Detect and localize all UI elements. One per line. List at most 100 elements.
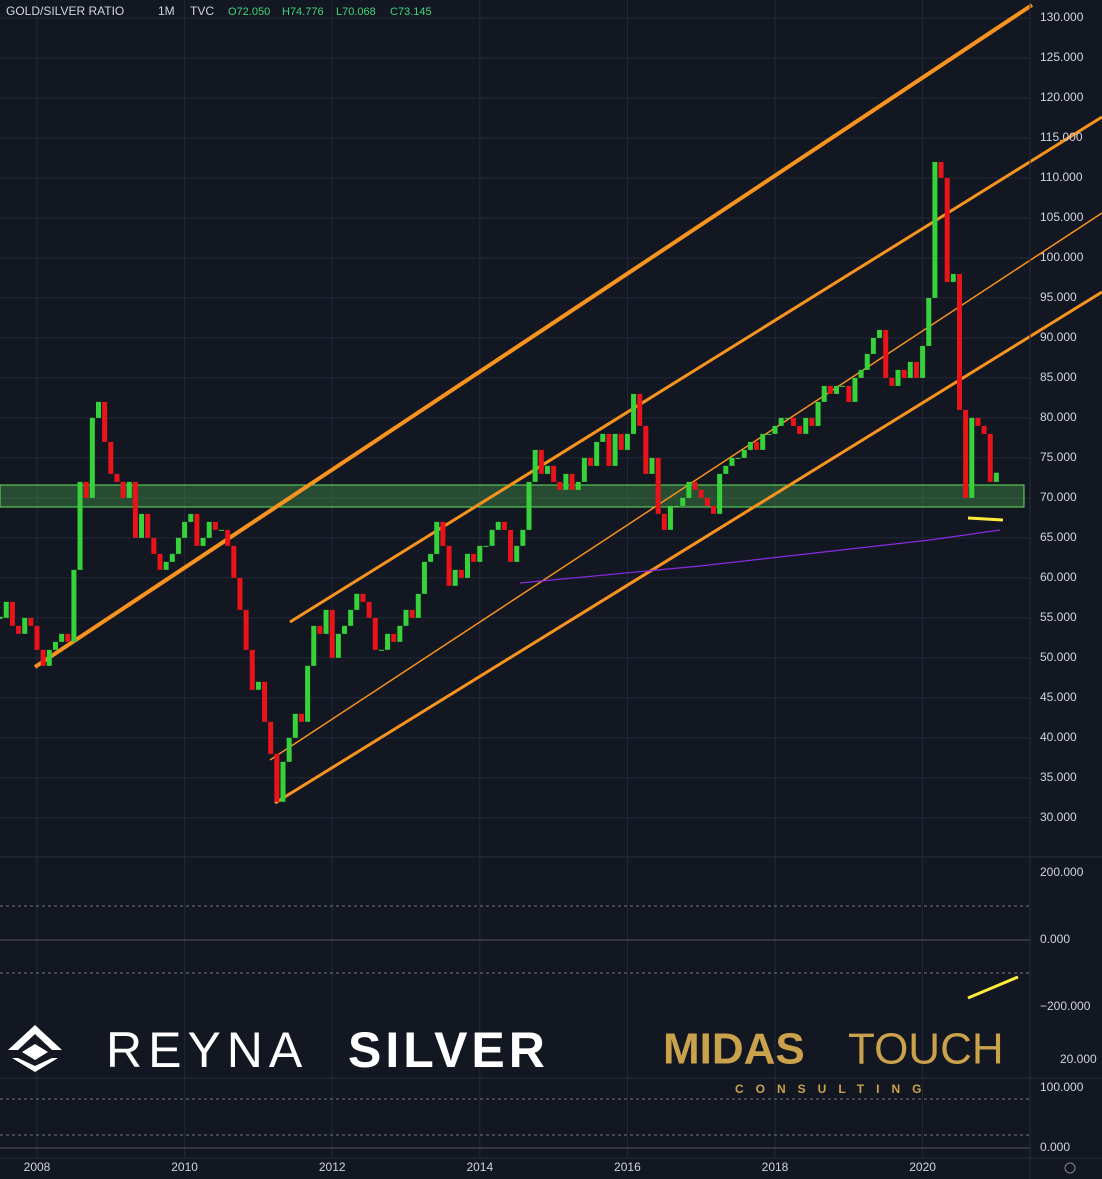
y-tick-label: 105.000 [1040, 210, 1084, 224]
candle [243, 609, 249, 650]
candle [151, 537, 157, 554]
candle [428, 553, 434, 562]
channel-line [289, 115, 1102, 624]
candle [698, 489, 704, 498]
midas-logo: MIDAS TOUCH CONSULTING [663, 1025, 1004, 1097]
y-tick-label: 120.000 [1040, 90, 1084, 104]
candle [372, 617, 378, 650]
y-tick-label: 0.000 [1040, 932, 1070, 946]
logo-icon [8, 1025, 62, 1072]
candle [532, 449, 538, 482]
candle [175, 537, 181, 554]
ohlc-low: L70.068 [336, 6, 376, 18]
candle [821, 385, 827, 402]
candle [581, 457, 587, 482]
candle [944, 177, 950, 282]
candle [950, 273, 956, 282]
candle [403, 609, 409, 626]
logo-text: REYNA [106, 1022, 308, 1078]
candle [766, 433, 772, 435]
scale-label: 20.000 [1060, 1052, 1097, 1066]
y-tick-label: 75.000 [1040, 450, 1077, 464]
y-tick-label: 100.000 [1040, 1080, 1084, 1094]
candle [120, 481, 126, 498]
y-tick-label: 110.000 [1040, 170, 1083, 184]
candle [200, 537, 206, 546]
candle [526, 481, 532, 530]
candle [723, 465, 729, 474]
candle [83, 481, 89, 498]
candle [249, 649, 255, 690]
y-tick-label: 50.000 [1040, 650, 1077, 664]
candle [65, 633, 71, 642]
channel-line [274, 290, 1102, 805]
y-tick-label: 130.000 [1040, 10, 1084, 24]
x-tick-label: 2018 [762, 1160, 789, 1174]
candle [913, 361, 919, 378]
y-tick-label: 0.000 [1040, 1140, 1070, 1154]
logo-text: TOUCH [848, 1025, 1004, 1074]
y-tick-label: 30.000 [1040, 810, 1077, 824]
candle [790, 417, 796, 426]
x-tick-label: 2010 [171, 1160, 198, 1174]
candle [329, 609, 335, 658]
candle [391, 633, 397, 642]
candle [335, 633, 341, 658]
support-zone [0, 484, 1025, 508]
candle [219, 529, 224, 531]
candle [926, 297, 932, 346]
y-tick-label: −200.000 [1040, 999, 1091, 1013]
candle [501, 521, 507, 530]
channel-line [33, 3, 1034, 669]
candle [551, 465, 557, 482]
candle [704, 497, 710, 506]
candle [920, 345, 926, 378]
candle [600, 433, 606, 442]
candle [772, 425, 778, 434]
candle [815, 401, 821, 426]
candle [126, 481, 132, 498]
candle [963, 409, 969, 498]
candle [803, 417, 809, 434]
candle [212, 521, 218, 530]
logo-text: MIDAS [663, 1025, 805, 1074]
candle [907, 361, 913, 378]
candle [262, 681, 268, 722]
candle [3, 601, 9, 618]
x-tick-label: 2016 [614, 1160, 641, 1174]
candle [157, 553, 163, 570]
candle [538, 449, 544, 474]
candle [778, 417, 784, 426]
candle [680, 497, 686, 506]
candle [458, 569, 464, 578]
ohlc-open: O72.050 [228, 6, 270, 18]
candle [877, 329, 883, 338]
y-tick-label: 80.000 [1040, 410, 1077, 424]
candle [686, 481, 692, 498]
candle [895, 369, 901, 386]
candle [809, 417, 815, 426]
candle [637, 393, 643, 426]
candle [421, 561, 427, 594]
candle [225, 529, 231, 546]
candle [870, 337, 876, 354]
candle [188, 513, 194, 522]
candle [34, 625, 40, 650]
candle [471, 553, 477, 562]
candle [797, 425, 803, 434]
candle [477, 545, 483, 562]
candle [298, 713, 304, 722]
candle [446, 545, 452, 586]
candle [569, 473, 575, 490]
y-tick-label: 65.000 [1040, 530, 1077, 544]
candle [747, 441, 753, 450]
candle [305, 665, 311, 722]
settings-icon[interactable] [1064, 1162, 1076, 1174]
candle [901, 369, 907, 378]
candle [520, 529, 526, 546]
candle [987, 433, 993, 482]
candle [938, 161, 944, 178]
candle [889, 377, 895, 386]
candle [563, 473, 569, 490]
candle [754, 441, 760, 450]
